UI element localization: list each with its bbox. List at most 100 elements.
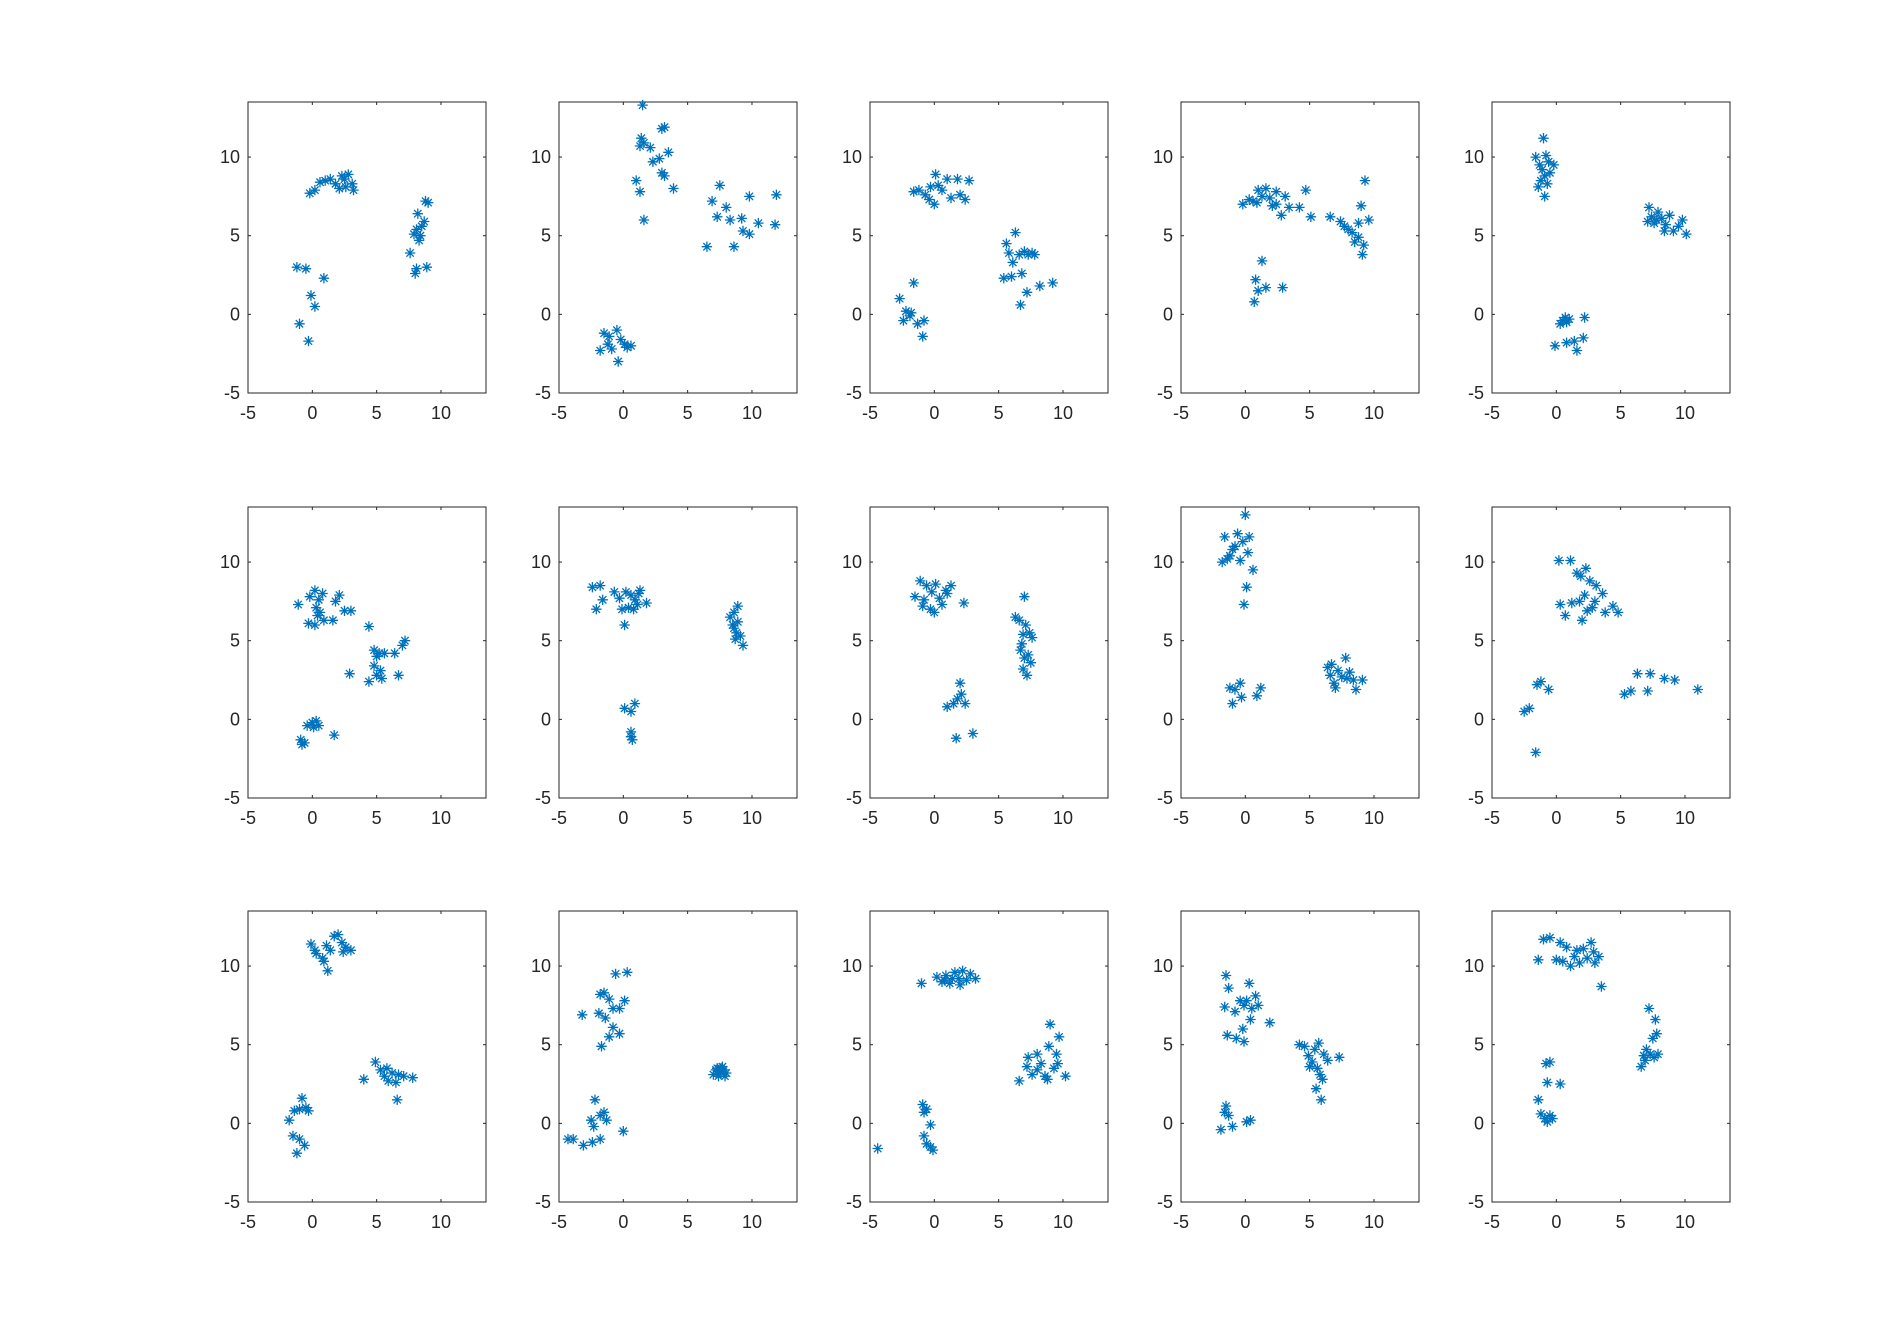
x-tick-label: 5 — [994, 403, 1004, 423]
x-tick-label: 0 — [929, 403, 939, 423]
data-point — [305, 938, 317, 950]
axes-box — [1491, 910, 1731, 1203]
data-point — [1530, 151, 1541, 163]
data-point — [1237, 1023, 1248, 1035]
data-point — [1253, 184, 1264, 196]
data-point — [1026, 632, 1038, 643]
data-point — [344, 668, 355, 679]
data-point — [1643, 202, 1655, 213]
data-point — [419, 216, 430, 227]
y-tick-label: -5 — [535, 788, 551, 808]
data-point — [1578, 332, 1589, 344]
data-point — [1249, 296, 1260, 307]
data-point — [1584, 575, 1595, 587]
data-point — [318, 615, 330, 626]
data-point — [924, 194, 935, 205]
data-point — [596, 1041, 607, 1052]
data-point — [958, 597, 970, 609]
data-point — [1241, 1116, 1252, 1127]
data-point — [1565, 555, 1576, 566]
y-tick-label: -5 — [846, 788, 862, 808]
x-tick-label: -5 — [240, 403, 256, 423]
data-point — [1597, 588, 1608, 599]
data-point — [912, 318, 923, 329]
data-point — [1021, 287, 1033, 298]
data-point — [1651, 1028, 1662, 1039]
data-point — [1231, 1033, 1242, 1044]
data-point — [771, 189, 782, 200]
data-point — [347, 178, 358, 189]
data-point — [1318, 1048, 1329, 1060]
y-tick-label: 5 — [852, 1035, 862, 1055]
data-point — [1349, 236, 1360, 248]
data-point — [1535, 1108, 1547, 1120]
data-point — [951, 733, 962, 744]
x-tick-label: 10 — [1675, 808, 1695, 828]
data-point — [578, 1140, 589, 1151]
data-point — [332, 929, 344, 940]
data-point — [656, 123, 668, 134]
y-tick-label: 0 — [852, 1113, 862, 1133]
data-point — [1246, 1003, 1257, 1014]
y-tick-label: 0 — [1163, 709, 1173, 729]
data-point — [1647, 1033, 1658, 1044]
data-point — [1328, 678, 1340, 689]
data-point — [965, 968, 976, 980]
data-point — [1533, 181, 1544, 193]
series-points — [562, 967, 732, 1151]
data-point — [627, 734, 638, 745]
data-point — [1551, 954, 1562, 965]
data-point — [953, 973, 964, 984]
data-point — [1578, 943, 1589, 954]
data-point — [1219, 1107, 1230, 1118]
data-point — [1542, 1077, 1553, 1088]
data-point — [1019, 591, 1030, 602]
y-tick-label: -5 — [1468, 1192, 1484, 1212]
data-point — [917, 331, 928, 342]
data-point — [321, 940, 332, 951]
data-point — [294, 1133, 305, 1145]
x-tick-label: -5 — [240, 808, 256, 828]
data-point — [1042, 1074, 1053, 1085]
x-tick-label: 10 — [742, 1212, 762, 1232]
data-point — [1651, 214, 1662, 226]
data-point — [392, 1094, 403, 1105]
data-point — [329, 729, 340, 741]
x-tick-label: 0 — [618, 808, 628, 828]
data-point — [587, 1137, 598, 1148]
data-point — [921, 1104, 932, 1115]
y-tick-label: -5 — [1157, 788, 1173, 808]
y-tick-label: 0 — [230, 709, 240, 729]
data-point — [1237, 199, 1248, 210]
y-tick-label: 5 — [541, 631, 551, 651]
data-point — [638, 214, 650, 226]
x-tick-label: 10 — [1053, 1212, 1073, 1232]
data-point — [625, 731, 637, 742]
data-point — [398, 1071, 409, 1082]
data-point — [917, 1099, 928, 1110]
x-tick-label: 10 — [1053, 403, 1073, 423]
data-point — [305, 290, 317, 301]
data-point — [1277, 282, 1288, 293]
data-point — [948, 698, 959, 709]
data-point — [1353, 232, 1364, 243]
data-point — [659, 122, 670, 133]
data-point — [299, 1140, 310, 1151]
data-point — [1021, 670, 1033, 681]
data-point — [304, 591, 315, 602]
data-point — [619, 619, 630, 631]
data-point — [1260, 282, 1272, 293]
data-point — [1014, 1075, 1025, 1087]
data-point — [1309, 1044, 1320, 1055]
data-point — [1322, 1055, 1333, 1066]
data-point — [1346, 227, 1358, 238]
data-point — [1652, 206, 1664, 218]
data-point — [736, 213, 747, 224]
data-point — [422, 197, 434, 208]
data-point — [1029, 249, 1040, 260]
data-point — [1539, 170, 1550, 182]
axes-box — [1180, 506, 1420, 799]
x-tick-label: 5 — [1305, 1212, 1315, 1232]
data-point — [1589, 957, 1601, 969]
